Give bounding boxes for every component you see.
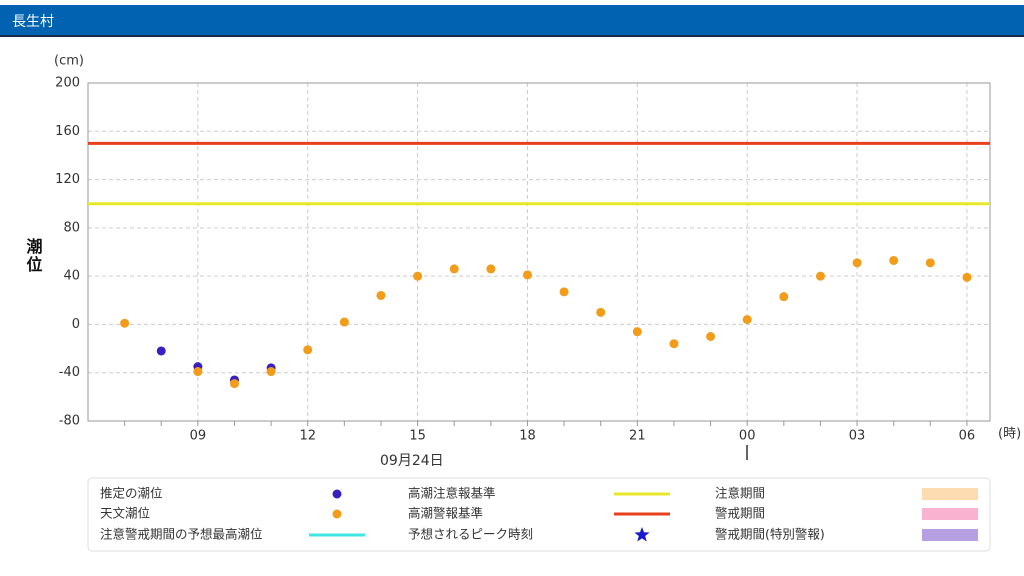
y-unit: (cm) — [54, 54, 84, 69]
x-tick-label: 21 — [629, 429, 646, 444]
data-point — [632, 327, 642, 337]
header-title: 長生村 — [12, 14, 54, 30]
data-point — [449, 264, 459, 274]
legend-box — [87, 477, 991, 552]
data-point — [706, 332, 716, 341]
y-tick-label: -80 — [59, 414, 80, 429]
data-point — [266, 367, 276, 377]
data-point — [669, 339, 679, 349]
plot-frame — [87, 82, 991, 422]
data-point — [376, 290, 386, 300]
y-tick-label: -40 — [59, 365, 80, 380]
x-tick-label: 15 — [409, 429, 426, 444]
date-label: 09月24日 — [380, 453, 444, 469]
header-bar: 長生村 — [0, 5, 1024, 37]
x-tick-label: 12 — [299, 429, 316, 444]
data-point — [852, 258, 862, 268]
y-tick-label: 40 — [63, 269, 80, 284]
legend-label: 警戒期間 — [715, 506, 765, 521]
legend-label: 注意期間 — [715, 486, 765, 501]
data-point — [303, 345, 313, 355]
data-point — [742, 315, 752, 325]
y-tick-label: 200 — [55, 76, 80, 91]
y-axis-label: 潮位 — [24, 237, 43, 274]
legend-symbol — [922, 508, 978, 520]
legend-label: 推定の潮位 — [100, 486, 163, 501]
x-unit: (時) — [998, 427, 1021, 442]
data-point — [889, 255, 899, 265]
y-tick-label: 0 — [72, 317, 80, 332]
data-point — [779, 292, 789, 302]
data-point — [229, 379, 239, 389]
y-tick-label: 160 — [55, 124, 80, 139]
x-tick-label: 06 — [959, 429, 976, 444]
data-point — [156, 346, 166, 356]
data-point — [815, 271, 825, 281]
legend-label: 高潮警報基準 — [408, 506, 483, 521]
legend-symbol — [332, 509, 342, 519]
data-point — [413, 271, 423, 281]
legend-symbol — [922, 529, 978, 541]
legend-label: 高潮注意報基準 — [408, 486, 496, 501]
legend-label: 予想されるピーク時刻 — [408, 527, 533, 542]
y-tick-label: 80 — [63, 220, 80, 235]
legend-symbol — [634, 527, 650, 542]
x-tick-label: 00 — [739, 429, 756, 444]
legend-symbol — [922, 488, 978, 500]
legend-symbol — [332, 489, 342, 499]
data-point — [522, 270, 532, 280]
x-tick-label: 09 — [190, 429, 207, 444]
data-point — [925, 258, 935, 268]
legend-label: 注意警戒期間の予想最高潮位 — [100, 527, 263, 542]
legend-label: 天文潮位 — [100, 506, 150, 521]
data-point — [596, 307, 606, 317]
y-tick-label: 120 — [55, 172, 80, 187]
x-tick-label: 18 — [519, 429, 536, 444]
data-point — [486, 264, 496, 274]
data-point — [120, 318, 130, 328]
data-point — [962, 272, 972, 282]
data-point — [559, 287, 569, 297]
data-point — [193, 367, 203, 377]
data-point — [339, 317, 349, 327]
x-tick-label: 03 — [849, 429, 866, 444]
legend-label: 警戒期間(特別警報) — [715, 527, 825, 542]
